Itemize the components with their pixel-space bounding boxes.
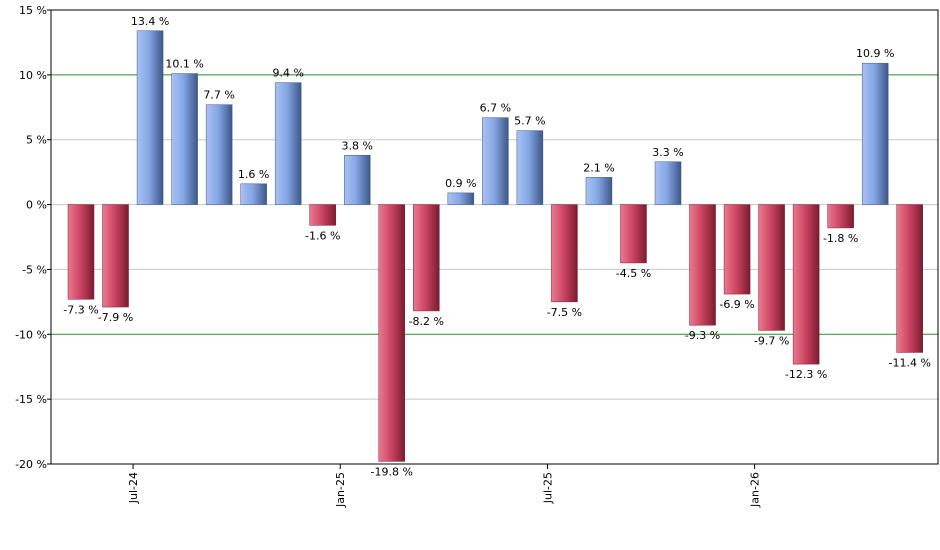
- data-labels: -7.3 %-7.9 % 13.4 % 10.1 % 7.7 % 1.6 % 9.4 % -…: [63, 15, 931, 479]
- bar: [551, 204, 578, 303]
- bar: [102, 204, 129, 308]
- data-label: -7.5 %: [547, 306, 582, 319]
- data-label: 13.4 %: [131, 15, 169, 28]
- data-label: 1.6 %: [238, 168, 269, 181]
- data-label: -11.4 %: [889, 356, 931, 369]
- data-label: -7.3 %: [63, 303, 98, 316]
- bar: [274, 82, 302, 205]
- y-tick-label: -20 %: [15, 458, 47, 471]
- y-tick-label: -15 %: [15, 393, 47, 406]
- bar: [792, 204, 820, 365]
- data-label: 10.1 %: [165, 58, 203, 71]
- data-label: -8.2 %: [409, 315, 444, 328]
- reference-lines: [51, 74, 938, 335]
- bar: [413, 204, 440, 312]
- bar: [343, 155, 371, 205]
- data-label: 5.7 %: [514, 115, 545, 128]
- data-label: -7.9 %: [98, 311, 133, 324]
- data-label: 0.9 %: [445, 177, 476, 190]
- data-label: 3.3 %: [652, 146, 683, 159]
- x-tick-label: Jan-26: [749, 472, 762, 508]
- bar: [585, 177, 613, 205]
- data-label: 3.8 %: [342, 139, 373, 152]
- bars: [67, 30, 923, 462]
- bar: [136, 30, 164, 205]
- y-tick-label: 10 %: [19, 69, 47, 82]
- bar: [654, 161, 682, 205]
- y-tick-label: -10 %: [15, 328, 47, 341]
- y-axis-ticks: 15 % 10 % 5 % 0 % -5 % -10 % -15 % -20 %: [15, 4, 51, 471]
- y-tick-label: 5 %: [26, 134, 47, 147]
- bar: [205, 104, 233, 205]
- bar: [447, 192, 475, 205]
- data-label: 7.7 %: [203, 89, 234, 102]
- bar: [827, 204, 854, 229]
- data-label: -12.3 %: [785, 368, 827, 381]
- x-tick-label: Jul-24: [127, 472, 140, 504]
- x-tick-label: Jan-25: [334, 472, 347, 508]
- bar: [482, 117, 509, 205]
- bar: [723, 204, 751, 295]
- bar: [309, 204, 336, 226]
- data-label: -9.7 %: [754, 334, 789, 347]
- data-label: -9.3 %: [685, 329, 720, 342]
- bar: [378, 204, 406, 462]
- y-tick-label: 15 %: [19, 4, 47, 17]
- data-label: 2.1 %: [583, 161, 614, 174]
- data-label: -6.9 %: [719, 298, 754, 311]
- bar: [67, 204, 95, 300]
- data-label: -1.8 %: [823, 232, 858, 245]
- bar: [689, 204, 716, 326]
- bar: [896, 204, 923, 353]
- y-tick-label: 0 %: [26, 199, 47, 212]
- data-label: -19.8 %: [371, 465, 413, 478]
- data-label: 10.9 %: [856, 47, 894, 60]
- x-axis-ticks: Jul-24 Jan-25 Jul-25 Jan-26: [127, 464, 762, 508]
- bar: [516, 130, 544, 205]
- data-label: -1.6 %: [305, 229, 340, 242]
- data-label: 6.7 %: [480, 102, 511, 115]
- bar: [861, 62, 889, 205]
- x-tick-label: Jul-25: [541, 472, 554, 504]
- data-label: 9.4 %: [272, 67, 303, 80]
- bar: [620, 204, 647, 264]
- y-tick-label: -5 %: [22, 263, 47, 276]
- data-label: -4.5 %: [616, 267, 651, 280]
- bar: [171, 73, 198, 205]
- bar: [758, 204, 785, 331]
- plot-frame: [50, 9, 939, 465]
- bar: [240, 183, 267, 205]
